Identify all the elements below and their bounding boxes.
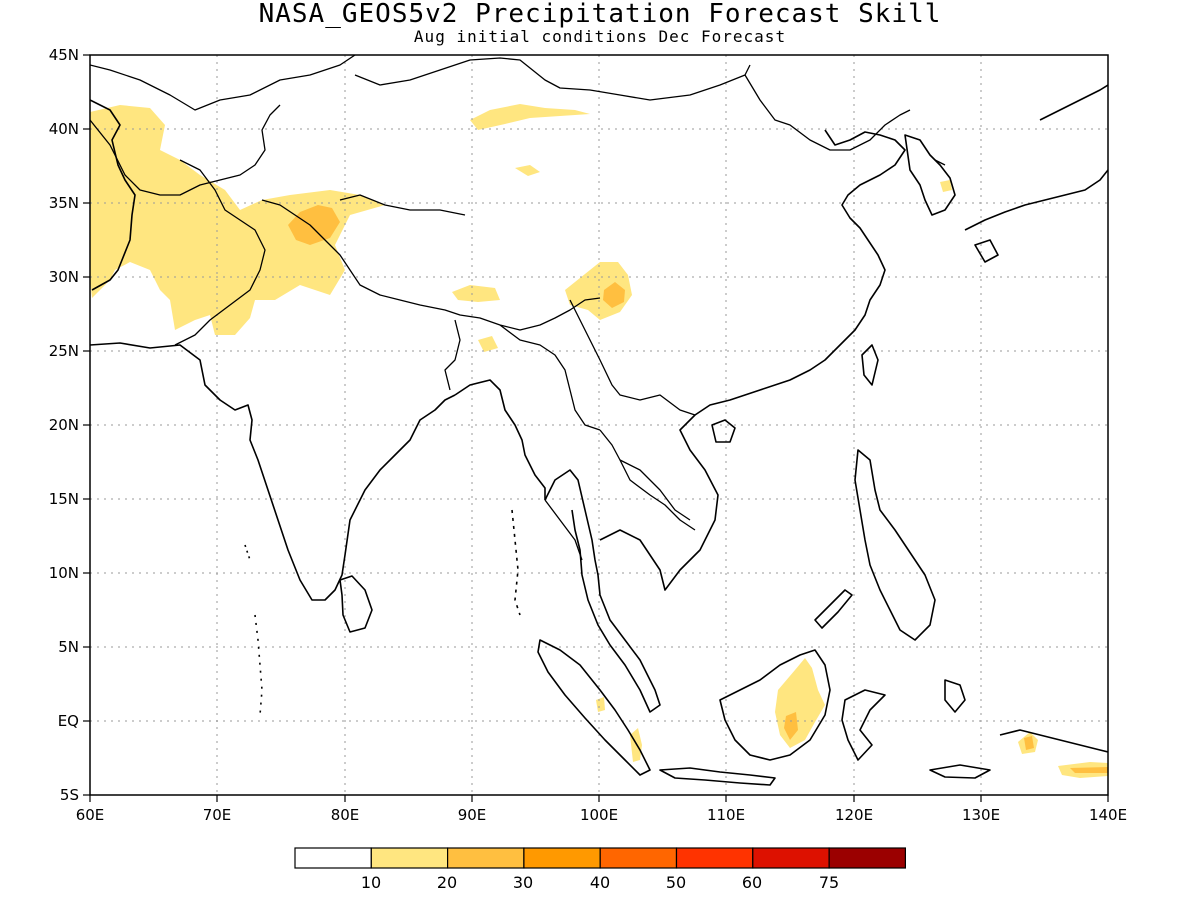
lat-tick-labels: 5S EQ 5N 10N 15N 20N 25N 30N 35N 40N 45N bbox=[49, 46, 79, 804]
skill-core-kashmir bbox=[288, 205, 340, 245]
skill-core-arafura bbox=[1070, 767, 1108, 773]
coastlines bbox=[90, 84, 1108, 786]
colorbar-label: 20 bbox=[437, 873, 457, 892]
lat-tick-label: 35N bbox=[49, 194, 79, 212]
colorbar-swatch bbox=[752, 847, 830, 869]
colorbar-swatch bbox=[523, 847, 601, 869]
skill-area-borneo bbox=[775, 658, 825, 748]
colorbar-label: 40 bbox=[590, 873, 610, 892]
colorbar-swatch bbox=[828, 847, 906, 869]
lat-tick-label: 30N bbox=[49, 268, 79, 286]
colorbar-swatch bbox=[599, 847, 678, 869]
map-subtitle: Aug initial conditions Dec Forecast bbox=[413, 27, 787, 46]
axis-ticks bbox=[83, 54, 1109, 802]
skill-area-tibet-spot bbox=[515, 165, 540, 176]
colorbar: 10 20 30 40 50 60 75 bbox=[294, 847, 906, 892]
colorbar-swatch bbox=[447, 847, 525, 869]
colorbar-labels: 10 20 30 40 50 60 75 bbox=[361, 873, 839, 892]
lat-tick-label: 10N bbox=[49, 564, 79, 582]
colorbar-swatch bbox=[675, 847, 754, 869]
skill-shading bbox=[90, 104, 1108, 778]
skill-core-tibet-east bbox=[603, 282, 625, 308]
lon-tick-label: 100E bbox=[580, 806, 618, 824]
colorbar-label: 10 bbox=[361, 873, 381, 892]
colorbar-swatches bbox=[294, 847, 906, 869]
colorbar-swatch bbox=[370, 847, 449, 869]
lon-tick-label: 60E bbox=[76, 806, 105, 824]
lon-tick-label: 110E bbox=[707, 806, 745, 824]
colorbar-label: 75 bbox=[819, 873, 839, 892]
lat-tick-label: 25N bbox=[49, 342, 79, 360]
lat-tick-label: 45N bbox=[49, 46, 79, 64]
skill-area-bhutan bbox=[478, 336, 498, 352]
skill-core-new-guinea bbox=[1024, 736, 1034, 750]
lon-tick-label: 120E bbox=[835, 806, 873, 824]
skill-area-afghanistan-pakistan bbox=[90, 105, 385, 335]
skill-core-borneo bbox=[784, 712, 798, 740]
colorbar-label: 60 bbox=[742, 873, 762, 892]
grid-lines bbox=[90, 55, 1108, 795]
lat-tick-label: 20N bbox=[49, 416, 79, 434]
map-title: NASA_GEOS5v2 Precipitation Forecast Skil… bbox=[258, 0, 942, 29]
lat-tick-label: 15N bbox=[49, 490, 79, 508]
skill-area-tibet-small bbox=[452, 285, 500, 302]
lat-tick-label: 40N bbox=[49, 120, 79, 138]
country-borders bbox=[90, 55, 946, 561]
skill-area-tarim bbox=[470, 104, 590, 130]
skill-area-sumatra-spot bbox=[596, 697, 605, 712]
skill-area-sumatra bbox=[630, 728, 642, 762]
lat-tick-label: 5N bbox=[58, 638, 79, 656]
colorbar-swatch bbox=[294, 847, 372, 869]
lon-tick-label: 80E bbox=[331, 806, 360, 824]
lon-tick-label: 140E bbox=[1089, 806, 1127, 824]
colorbar-label: 50 bbox=[666, 873, 686, 892]
lon-tick-label: 70E bbox=[203, 806, 232, 824]
lat-tick-label: EQ bbox=[58, 712, 79, 730]
colorbar-label: 30 bbox=[513, 873, 533, 892]
skill-area-korea bbox=[940, 180, 952, 192]
lon-tick-labels: 60E 70E 80E 90E 100E 110E 120E 130E 140E bbox=[76, 806, 1127, 824]
lon-tick-label: 130E bbox=[962, 806, 1000, 824]
lat-tick-label: 5S bbox=[60, 786, 79, 804]
lon-tick-label: 90E bbox=[458, 806, 487, 824]
